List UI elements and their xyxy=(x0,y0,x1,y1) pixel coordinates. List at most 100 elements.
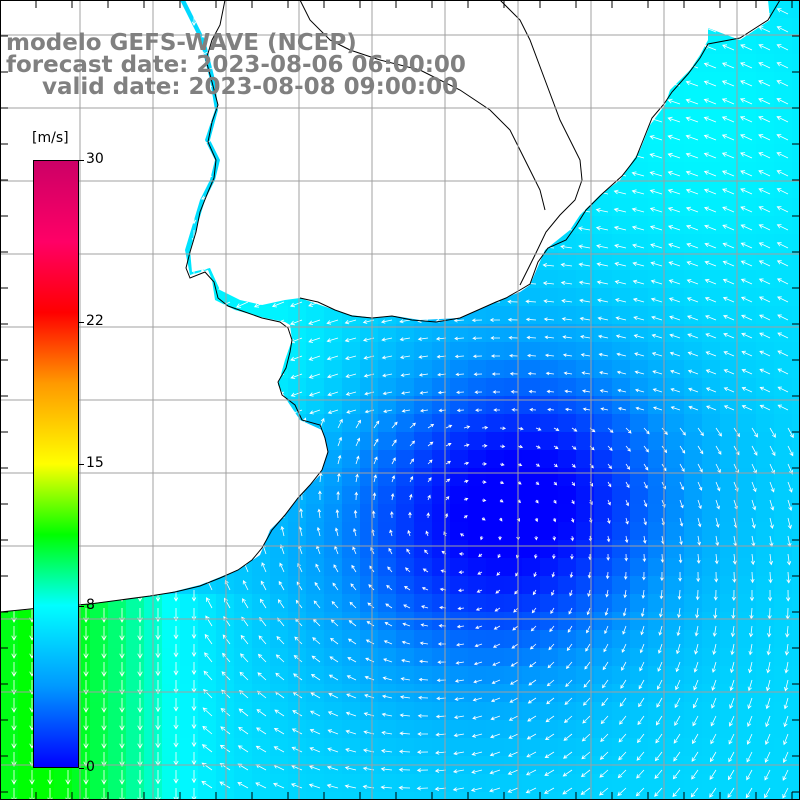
field-cell xyxy=(792,288,800,306)
wind-arrow xyxy=(452,769,465,774)
field-cell xyxy=(540,612,558,630)
wind-arrow xyxy=(668,261,681,267)
wind-arrow xyxy=(292,710,303,717)
field-cell xyxy=(612,792,630,800)
field-cell xyxy=(180,774,198,792)
wind-arrow xyxy=(257,653,267,663)
wind-arrow xyxy=(481,444,488,448)
wind-arrow xyxy=(11,770,17,785)
wind-arrow xyxy=(508,715,519,721)
field-cell xyxy=(756,396,774,414)
field-cell xyxy=(18,684,36,702)
wind-arrow xyxy=(83,626,89,641)
wind-arrow xyxy=(472,715,483,720)
field-cell xyxy=(360,414,378,432)
wind-arrow xyxy=(784,679,789,692)
field-cell xyxy=(180,612,198,630)
field-cell xyxy=(414,378,432,396)
wind-arrow xyxy=(383,409,393,413)
wind-arrow xyxy=(155,662,161,677)
field-cell xyxy=(792,360,800,378)
wind-arrow xyxy=(404,567,411,573)
field-cell xyxy=(540,738,558,756)
wind-arrow xyxy=(587,589,591,598)
wind-arrow xyxy=(372,492,377,501)
field-cell xyxy=(180,648,198,666)
field-cell xyxy=(432,450,450,468)
field-cell xyxy=(630,522,648,540)
field-cell xyxy=(576,306,594,324)
field-cell xyxy=(414,468,432,486)
wind-arrow xyxy=(435,336,447,341)
field-cell xyxy=(540,306,558,324)
field-cell xyxy=(90,702,108,720)
wind-arrow xyxy=(546,389,555,394)
wind-arrow xyxy=(499,499,504,503)
field-cell xyxy=(36,774,54,792)
wind-arrow xyxy=(491,372,500,376)
wind-arrow xyxy=(715,427,722,437)
field-cell xyxy=(684,522,702,540)
field-cell xyxy=(558,666,576,684)
wind-arrow xyxy=(776,44,789,51)
wind-arrow xyxy=(686,279,699,285)
wind-arrow xyxy=(636,751,645,761)
field-cell xyxy=(774,504,792,522)
field-cell xyxy=(522,612,540,630)
wind-arrow xyxy=(686,261,699,267)
wind-arrow xyxy=(697,535,701,546)
field-cell xyxy=(594,738,612,756)
wind-arrow xyxy=(493,625,501,630)
field-cell xyxy=(270,558,288,576)
wind-arrow xyxy=(137,752,143,767)
wind-arrow xyxy=(401,658,411,663)
field-cell xyxy=(558,450,576,468)
wind-arrow xyxy=(346,675,357,681)
field-cell xyxy=(252,684,270,702)
wind-arrow xyxy=(333,564,339,573)
wind-arrow xyxy=(299,508,304,519)
field-cell xyxy=(558,342,576,360)
wind-arrow xyxy=(435,714,447,719)
field-cell xyxy=(738,540,756,558)
wind-arrow xyxy=(422,568,429,573)
field-cell xyxy=(162,630,180,648)
field-cell xyxy=(468,666,486,684)
field-cell xyxy=(792,414,800,432)
wind-arrow xyxy=(668,243,681,249)
wind-arrow xyxy=(599,751,609,760)
field-cell xyxy=(360,378,378,396)
field-cell xyxy=(774,684,792,702)
field-cell xyxy=(684,684,702,702)
field-cell xyxy=(684,774,702,792)
wind-arrow xyxy=(507,787,519,793)
wind-arrow xyxy=(776,206,789,213)
field-cell xyxy=(756,360,774,378)
field-cell xyxy=(576,378,594,396)
wind-arrow xyxy=(326,319,339,325)
field-cell xyxy=(738,594,756,612)
colorbar-gradient xyxy=(33,160,79,768)
field-cell xyxy=(558,414,576,432)
field-cell xyxy=(684,558,702,576)
field-cell xyxy=(288,540,306,558)
field-cell xyxy=(108,612,126,630)
field-cell xyxy=(396,342,414,360)
field-cell xyxy=(702,342,720,360)
field-cell xyxy=(576,594,594,612)
wind-arrow xyxy=(11,644,17,659)
field-cell xyxy=(738,396,756,414)
wind-arrow xyxy=(782,769,789,781)
field-cell xyxy=(378,720,396,738)
field-cell xyxy=(666,252,684,270)
field-cell xyxy=(198,612,216,630)
wind-arrow xyxy=(578,262,591,267)
field-cell xyxy=(432,720,450,738)
field-cell xyxy=(504,342,522,360)
wind-arrow xyxy=(529,407,537,412)
wind-arrow xyxy=(642,535,647,544)
wind-arrow xyxy=(517,444,524,449)
wind-arrow xyxy=(740,188,753,195)
field-cell xyxy=(396,792,414,800)
field-cell xyxy=(774,396,792,414)
